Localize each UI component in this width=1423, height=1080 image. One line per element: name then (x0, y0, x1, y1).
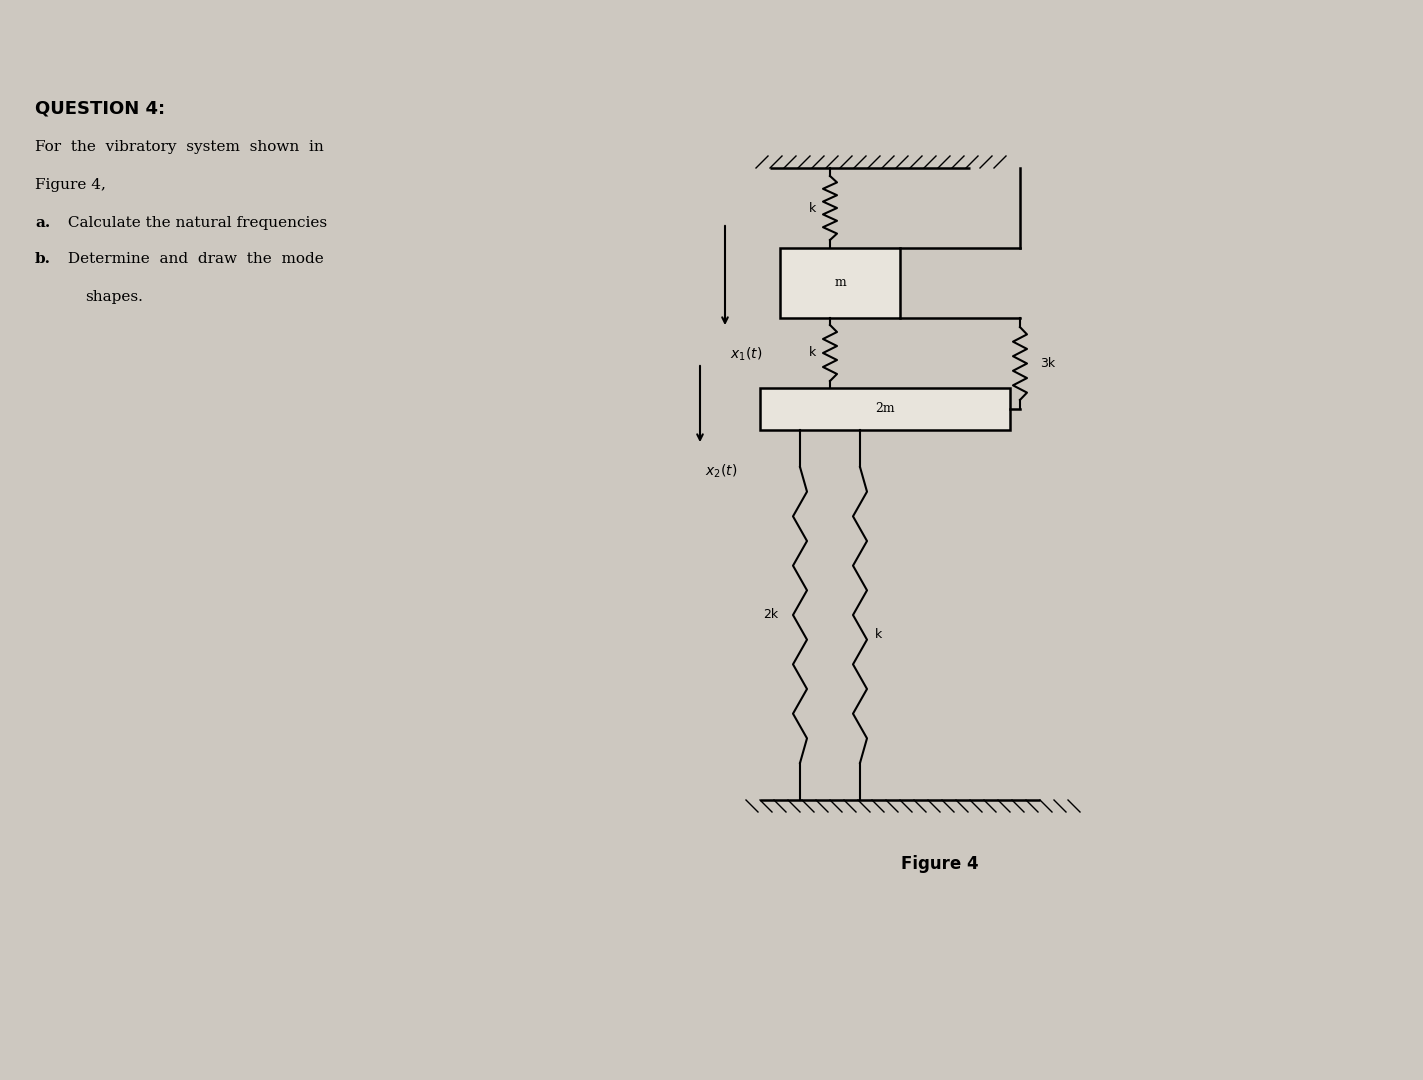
Text: For  the  vibratory  system  shown  in: For the vibratory system shown in (36, 140, 324, 154)
Text: Determine  and  draw  the  mode: Determine and draw the mode (63, 252, 324, 266)
Text: k: k (808, 202, 815, 215)
Text: k: k (875, 629, 882, 642)
Text: Figure 4: Figure 4 (901, 855, 979, 873)
Text: shapes.: shapes. (85, 291, 142, 303)
Text: Figure 4,: Figure 4, (36, 178, 105, 192)
Text: 2m: 2m (875, 403, 895, 416)
Text: Calculate the natural frequencies: Calculate the natural frequencies (63, 216, 327, 230)
Bar (760, 388, 1010, 430)
Text: 3k: 3k (1040, 357, 1054, 370)
Text: m: m (834, 276, 845, 289)
Text: k: k (808, 347, 815, 360)
Bar (780, 248, 899, 318)
Text: b.: b. (36, 252, 51, 266)
Text: QUESTION 4:: QUESTION 4: (36, 100, 165, 118)
Text: $x_1(t)$: $x_1(t)$ (730, 346, 763, 363)
Text: a.: a. (36, 216, 50, 230)
Text: $x_2(t)$: $x_2(t)$ (704, 463, 737, 481)
Text: 2k: 2k (763, 608, 778, 621)
